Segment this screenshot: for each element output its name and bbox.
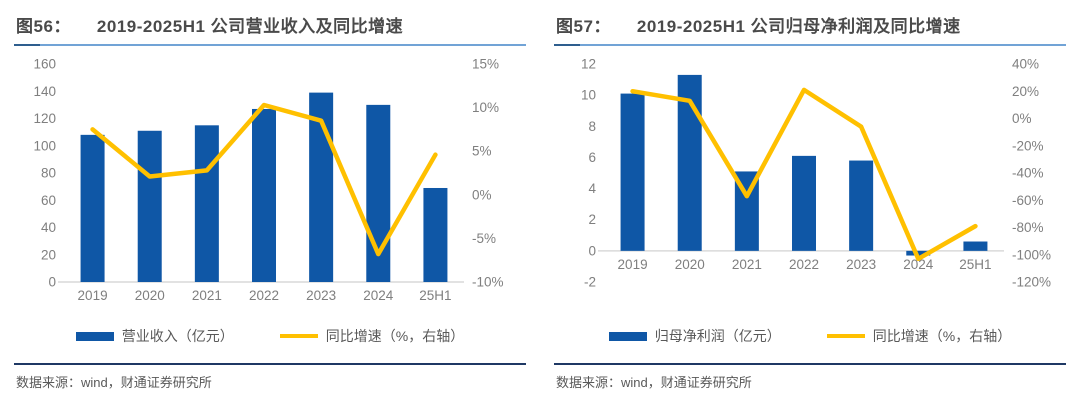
svg-text:140: 140 xyxy=(33,84,56,99)
revenue-growth-chart: 0 20 40 60 80 100 120 140 160 -10% -5% 0% 5% 10% 15% 20… xyxy=(33,57,504,304)
svg-text:40%: 40% xyxy=(1012,57,1039,72)
svg-text:25H1: 25H1 xyxy=(959,257,991,272)
svg-text:6: 6 xyxy=(588,150,596,165)
source-divider: 数据来源：wind，财通证券研究所 xyxy=(14,363,526,392)
svg-text:2023: 2023 xyxy=(306,288,336,303)
svg-text:-40%: -40% xyxy=(1012,166,1044,181)
svg-text:-20%: -20% xyxy=(1012,138,1044,153)
revenue-legend: 营业收入（亿元） 同比增速（%，右轴） xyxy=(14,323,526,349)
svg-text:40: 40 xyxy=(41,220,56,235)
net-profit-title-row: 图57： 2019-2025H1 公司归母净利润及同比增速 xyxy=(554,8,1066,44)
svg-text:20%: 20% xyxy=(1012,84,1039,99)
svg-text:10: 10 xyxy=(581,88,596,103)
svg-text:2022: 2022 xyxy=(249,288,279,303)
chart-title: 2019-2025H1 公司归母净利润及同比增速 xyxy=(636,17,961,36)
legend-bar-swatch xyxy=(75,331,114,341)
svg-text:80: 80 xyxy=(41,166,56,181)
net-profit-legend: 归母净利润（亿元） 同比增速（%，右轴） xyxy=(554,323,1066,349)
svg-text:2023: 2023 xyxy=(846,257,876,272)
svg-text:100: 100 xyxy=(33,138,56,153)
source-text: 数据来源：wind，财通证券研究所 xyxy=(556,375,752,390)
svg-text:10%: 10% xyxy=(472,100,499,115)
svg-text:-80%: -80% xyxy=(1012,220,1044,235)
figure-label: 图56： xyxy=(16,17,71,36)
revenue-title-row: 图56： 2019-2025H1 公司营业收入及同比增速 xyxy=(14,8,526,44)
svg-text:-10%: -10% xyxy=(472,275,504,290)
net-profit-chart-area: -2 0 2 4 6 8 10 12 -120% -100% -80% -60% -40% -20% 0% 2… xyxy=(554,50,1066,317)
source-text: 数据来源：wind，财通证券研究所 xyxy=(16,375,212,390)
svg-text:25H1: 25H1 xyxy=(419,288,451,303)
svg-text:-100%: -100% xyxy=(1012,247,1051,262)
svg-text:5%: 5% xyxy=(472,144,492,159)
legend-bar-swatch xyxy=(608,331,647,341)
revenue-chart-area: 0 20 40 60 80 100 120 140 160 -10% -5% 0% 5% 10% 15% 20… xyxy=(14,50,526,317)
panel-net-profit: 图57： 2019-2025H1 公司归母净利润及同比增速 -2 0 2 4 6 8 10 1… xyxy=(554,8,1066,420)
legend-line-swatch xyxy=(826,334,865,338)
svg-text:60: 60 xyxy=(41,193,56,208)
chart-title: 2019-2025H1 公司营业收入及同比增速 xyxy=(96,17,404,36)
svg-text:4: 4 xyxy=(588,181,596,196)
title-underline xyxy=(14,44,526,46)
legend-line-swatch xyxy=(279,334,318,338)
panel-revenue: 图56： 2019-2025H1 公司营业收入及同比增速 0 20 40 60 80 10… xyxy=(14,8,526,420)
svg-text:8: 8 xyxy=(588,119,596,134)
legend-item: 营业收入（亿元） xyxy=(75,326,234,346)
svg-text:15%: 15% xyxy=(472,57,499,72)
figure-label: 图57： xyxy=(556,17,611,36)
net-profit-growth-chart: -2 0 2 4 6 8 10 12 -120% -100% -80% -60% -40% -20% 0% 2… xyxy=(581,57,1051,290)
source-divider: 数据来源：wind，财通证券研究所 xyxy=(554,363,1066,392)
svg-text:-120%: -120% xyxy=(1012,275,1051,290)
legend-label: 同比增速（%，右轴） xyxy=(872,328,1012,344)
legend-label: 营业收入（亿元） xyxy=(121,328,234,344)
legend-label: 同比增速（%，右轴） xyxy=(325,328,465,344)
legend-item: 同比增速（%，右轴） xyxy=(279,326,465,346)
svg-text:-60%: -60% xyxy=(1012,193,1044,208)
svg-text:20: 20 xyxy=(41,247,56,262)
legend-label: 归母净利润（亿元） xyxy=(654,328,781,344)
svg-text:2019: 2019 xyxy=(618,257,648,272)
svg-text:2: 2 xyxy=(588,212,596,227)
svg-text:2021: 2021 xyxy=(732,257,762,272)
svg-text:0%: 0% xyxy=(1012,111,1032,126)
svg-text:0%: 0% xyxy=(472,187,492,202)
svg-text:2024: 2024 xyxy=(363,288,394,303)
svg-text:0: 0 xyxy=(48,275,56,290)
svg-text:160: 160 xyxy=(33,57,56,72)
svg-text:-5%: -5% xyxy=(472,231,496,246)
svg-text:12: 12 xyxy=(581,57,596,72)
svg-text:2021: 2021 xyxy=(192,288,222,303)
svg-text:-2: -2 xyxy=(584,275,596,290)
title-underline xyxy=(554,44,1066,46)
svg-text:2019: 2019 xyxy=(78,288,108,303)
svg-text:2020: 2020 xyxy=(135,288,165,303)
legend-item: 同比增速（%，右轴） xyxy=(826,326,1012,346)
svg-text:2020: 2020 xyxy=(675,257,705,272)
svg-text:2024: 2024 xyxy=(903,257,934,272)
legend-item: 归母净利润（亿元） xyxy=(608,326,781,346)
svg-text:0: 0 xyxy=(588,243,596,258)
svg-text:120: 120 xyxy=(33,111,56,126)
svg-text:2022: 2022 xyxy=(789,257,819,272)
